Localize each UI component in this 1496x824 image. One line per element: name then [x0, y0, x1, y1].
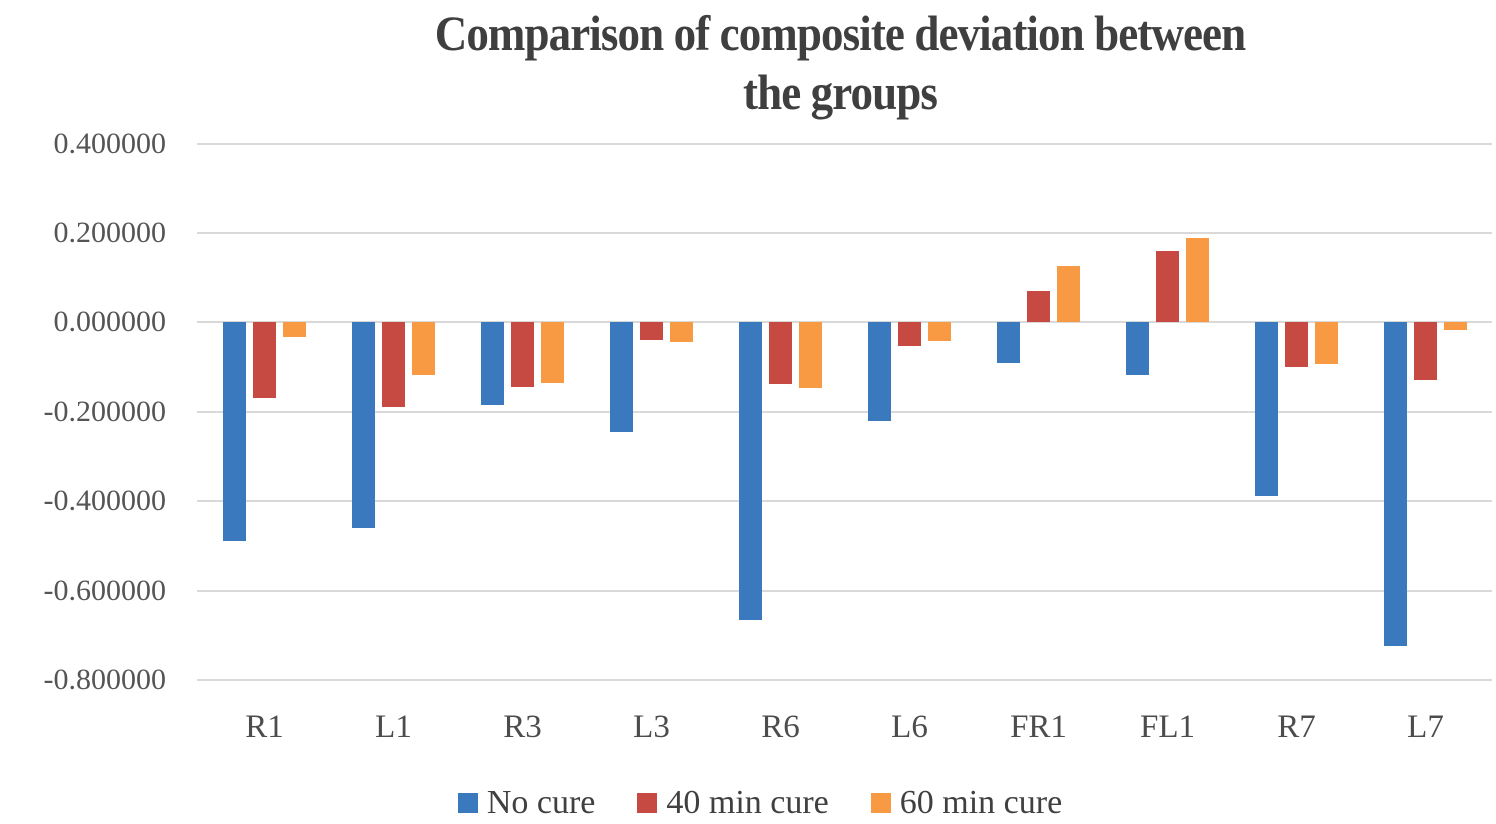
- x-tick-label-L1: L1: [375, 709, 412, 745]
- y-tick-label: 0.200000: [53, 215, 167, 249]
- x-tick-label-L3: L3: [633, 709, 670, 745]
- bar-R1-40-min-cure: [253, 322, 276, 399]
- bar-R1-no-cure: [223, 322, 246, 542]
- legend: No cure 40 min cure 60 min cure: [0, 783, 1496, 823]
- bar-FR1-no-cure: [997, 322, 1020, 363]
- x-tick-label-L7: L7: [1407, 709, 1444, 745]
- bar-L6-40-min-cure: [898, 322, 921, 347]
- chart-title: Comparison of composite deviation betwee…: [237, 4, 1443, 122]
- bar-L6-60-min-cure: [928, 322, 951, 342]
- bar-R1-60-min-cure: [283, 322, 306, 337]
- gridline: [197, 231, 1492, 234]
- bar-FL1-no-cure: [1126, 322, 1149, 376]
- bar-L3-40-min-cure: [640, 322, 663, 341]
- bar-R3-no-cure: [481, 322, 504, 406]
- gridline: [197, 589, 1492, 592]
- bar-R7-60-min-cure: [1315, 322, 1338, 365]
- legend-label: 60 min cure: [899, 784, 1063, 821]
- bar-L6-no-cure: [868, 322, 891, 421]
- y-tick-label: 0.400000: [53, 126, 167, 160]
- bar-FR1-40-min-cure: [1027, 291, 1050, 323]
- legend-item-60-min-cure: 60 min cure: [870, 783, 1063, 823]
- y-tick-label: 0.000000: [53, 305, 167, 339]
- x-tick-label-R6: R6: [761, 709, 800, 745]
- legend-swatch: [870, 793, 891, 813]
- chart-title-line1: Comparison of composite deviation betwee…: [434, 5, 1246, 61]
- bar-FL1-40-min-cure: [1156, 250, 1179, 323]
- legend-swatch: [637, 793, 658, 813]
- gridline: [197, 500, 1492, 503]
- x-tick-label-R7: R7: [1277, 709, 1316, 745]
- bar-FR1-60-min-cure: [1057, 266, 1080, 323]
- bar-L7-60-min-cure: [1444, 322, 1467, 331]
- y-tick-label: -0.800000: [43, 663, 167, 696]
- legend-label: 40 min cure: [666, 784, 829, 821]
- bar-L3-60-min-cure: [670, 322, 693, 342]
- y-tick-label: -0.400000: [43, 484, 167, 518]
- bar-R3-40-min-cure: [511, 322, 534, 387]
- y-tick-label: -0.600000: [43, 573, 167, 607]
- bar-R6-60-min-cure: [799, 322, 822, 389]
- legend-label: No cure: [486, 784, 596, 821]
- bar-L1-60-min-cure: [412, 322, 435, 375]
- gridline: [197, 321, 1492, 324]
- bar-L7-40-min-cure: [1414, 322, 1437, 380]
- bar-FL1-60-min-cure: [1186, 238, 1209, 323]
- bar-L7-no-cure: [1384, 322, 1407, 647]
- x-tick-label-FR1: FR1: [1010, 709, 1067, 745]
- bar-L1-40-min-cure: [382, 322, 405, 408]
- y-tick-label: -0.200000: [43, 394, 167, 428]
- bar-R6-40-min-cure: [769, 322, 792, 384]
- x-tick-label-R1: R1: [245, 709, 284, 745]
- bar-L3-no-cure: [610, 322, 633, 432]
- chart-title-line2: the groups: [743, 64, 938, 120]
- bar-L1-no-cure: [352, 322, 375, 528]
- bar-R6-no-cure: [739, 322, 762, 620]
- legend-item-40-min-cure: 40 min cure: [637, 783, 829, 823]
- x-tick-label-L6: L6: [891, 709, 928, 745]
- x-tick-label-FL1: FL1: [1139, 709, 1195, 745]
- bar-R3-60-min-cure: [541, 322, 564, 383]
- gridline: [197, 142, 1492, 145]
- gridline: [197, 679, 1492, 681]
- legend-item-no-cure: No cure: [457, 783, 596, 823]
- x-tick-label-R3: R3: [503, 709, 542, 745]
- bar-R7-no-cure: [1255, 322, 1278, 496]
- bar-R7-40-min-cure: [1285, 322, 1308, 368]
- gridline: [197, 410, 1492, 413]
- legend-swatch: [457, 793, 478, 813]
